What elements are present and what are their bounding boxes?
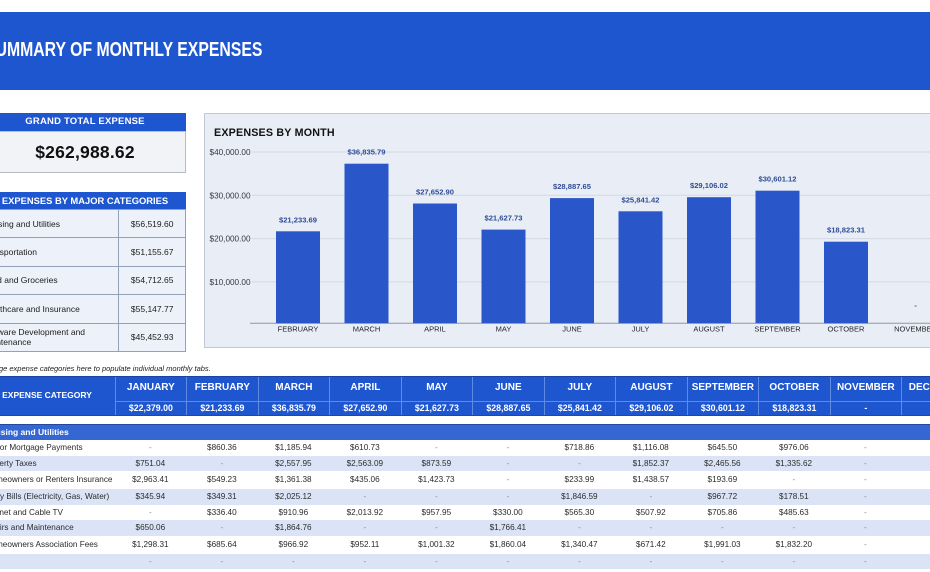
svg-text:$27,652.90: $27,652.90 (416, 188, 454, 197)
svg-text:$21,233.69: $21,233.69 (279, 215, 317, 224)
svg-text:$20,000.00: $20,000.00 (210, 235, 251, 244)
svg-text:JUNE: JUNE (562, 325, 582, 334)
svg-text:NOVEMBER: NOVEMBER (894, 325, 930, 334)
svg-text:$25,841.42: $25,841.42 (621, 195, 659, 204)
svg-text:$28,887.65: $28,887.65 (553, 182, 592, 191)
svg-text:MAY: MAY (496, 325, 512, 334)
svg-text:JULY: JULY (632, 325, 650, 334)
svg-text:$36,835.79: $36,835.79 (347, 148, 385, 157)
svg-text:$30,601.12: $30,601.12 (758, 175, 796, 184)
svg-text:$40,000.00: $40,000.00 (210, 148, 251, 157)
svg-text:$29,106.02: $29,106.02 (690, 181, 728, 190)
svg-text:$18,823.31: $18,823.31 (827, 226, 866, 235)
svg-text:-: - (914, 301, 917, 310)
svg-text:SEPTEMBER: SEPTEMBER (754, 325, 801, 334)
svg-text:AUGUST: AUGUST (693, 325, 725, 334)
svg-text:$10,000.00: $10,000.00 (210, 278, 251, 287)
svg-text:OCTOBER: OCTOBER (828, 325, 866, 334)
svg-text:$30,000.00: $30,000.00 (210, 191, 251, 200)
svg-text:$21,627.73: $21,627.73 (484, 214, 522, 223)
svg-text:APRIL: APRIL (424, 325, 446, 334)
svg-text:MARCH: MARCH (353, 325, 381, 334)
svg-text:FEBRUARY: FEBRUARY (278, 325, 319, 334)
